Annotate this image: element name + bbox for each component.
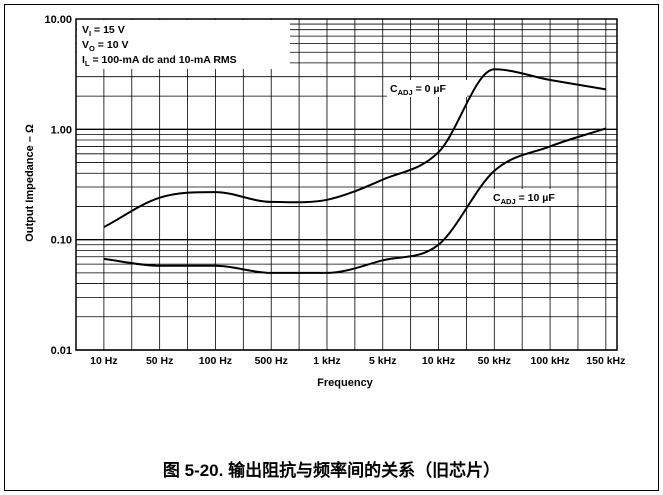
condition-text: IL = 100-mA dc and 10-mA RMS [82,54,237,68]
x-tick-label: 50 kHz [478,355,511,367]
x-tick-label: 100 Hz [199,355,232,367]
conditions-box: VI = 15 VVO = 10 VIL = 100-mA dc and 10-… [77,20,290,69]
x-tick-label: 5 kHz [369,355,396,367]
series-label-0: CADJ = 0 µF [390,83,446,97]
series-label-1: CADJ = 10 µF [493,192,555,206]
series-line-1 [103,127,607,274]
plot-area [75,18,618,351]
series-group: CADJ = 0 µF CADJ = 10 µF [103,68,607,274]
x-tick-label: 50 Hz [146,355,173,367]
x-tick-label: 10 kHz [422,355,455,367]
figure-caption: 图 5-20. 输出阻抗与频率间的关系（旧芯片） [162,461,501,480]
y-tick-label: 0.10 [51,235,72,247]
condition-text: VO = 10 V [82,39,128,53]
series-label-background [490,189,570,206]
y-tick-label: 1.00 [51,124,72,136]
figure-frame [4,4,659,491]
y-axis-label: Output Impedance – Ω [24,124,36,242]
x-tick-label: 150 kHz [586,355,625,367]
y-tick-label: 0.01 [51,345,72,357]
x-tick-label: 10 Hz [90,355,117,367]
condition-text: VI = 15 V [82,24,125,38]
x-tick-labels: 10 Hz 50 Hz 100 Hz 500 Hz 1 kHz 5 kHz 10 kHz 50… [90,355,625,367]
x-tick-label: 500 Hz [255,355,288,367]
conditions-background [77,20,290,69]
series-line-0 [103,68,606,228]
y-tick-label: 10.00 [44,14,72,26]
x-tick-label: 100 kHz [531,355,570,367]
y-tick-labels: 0.01 0.10 1.00 10.00 [44,14,72,357]
x-tick-label: 1 kHz [313,355,340,367]
x-axis-label: Frequency [317,377,374,389]
series-label-background [387,80,467,97]
